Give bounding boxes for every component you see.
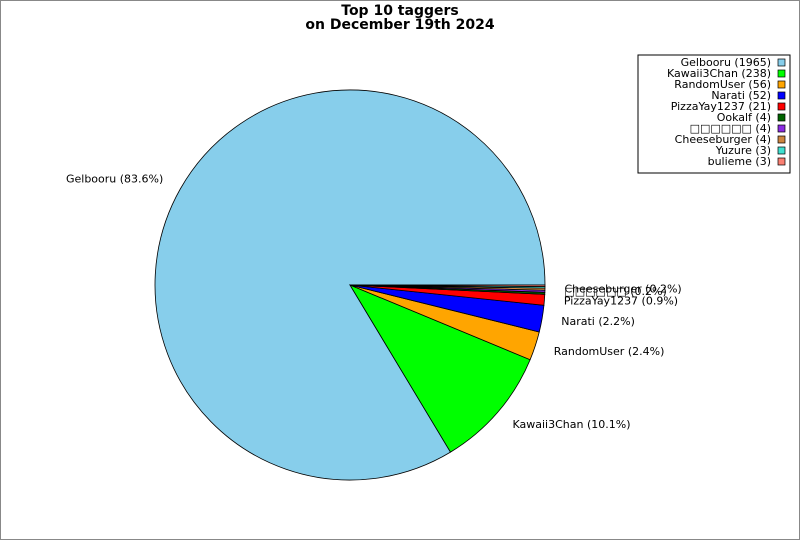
legend-label: PizzaYay1237 (21) [671, 100, 771, 113]
pie-slice [349, 284, 546, 287]
legend-swatch [777, 91, 786, 100]
legend-label: Narati (52) [711, 89, 771, 102]
legend-label: Cheeseburger (4) [675, 133, 771, 146]
legend-box [637, 54, 791, 174]
slice-label: Gelbooru (83.6%) [66, 172, 163, 185]
legend-label: Gelbooru (1965) [681, 56, 771, 69]
legend-label: Kawaii3Chan (238) [667, 67, 771, 80]
slice-label: Narati (2.2%) [561, 315, 635, 328]
chart-title: on December 19th 2024 [305, 17, 494, 33]
legend-swatch [777, 102, 786, 111]
legend-label: Yuzure (3) [715, 144, 771, 157]
chart-title: Top 10 taggers [341, 3, 458, 19]
legend-swatch [777, 135, 786, 144]
slice-label: □□□□□□ (0.2%) [564, 285, 666, 298]
legend-label: bulieme (3) [708, 155, 771, 168]
legend-label: RandomUser (56) [674, 78, 771, 91]
slice-label: PizzaYay1237 (0.9%) [564, 294, 678, 307]
legend-swatch [777, 58, 786, 67]
slice-label: RandomUser (2.4%) [554, 345, 665, 358]
slice-label: Cheeseburger (0.2%) [564, 283, 681, 296]
slice-label: Kawaii3Chan (10.1%) [513, 418, 631, 431]
legend-swatch [777, 69, 786, 78]
legend-swatch [777, 157, 786, 166]
legend-swatch [777, 146, 786, 155]
legend-label: □□□□□□ (4) [690, 122, 771, 135]
pie-slice [349, 284, 531, 453]
legend-label: Ookalf (4) [717, 111, 771, 124]
legend-swatch [777, 80, 786, 89]
legend-swatch [777, 113, 786, 122]
legend-swatch [777, 124, 786, 133]
